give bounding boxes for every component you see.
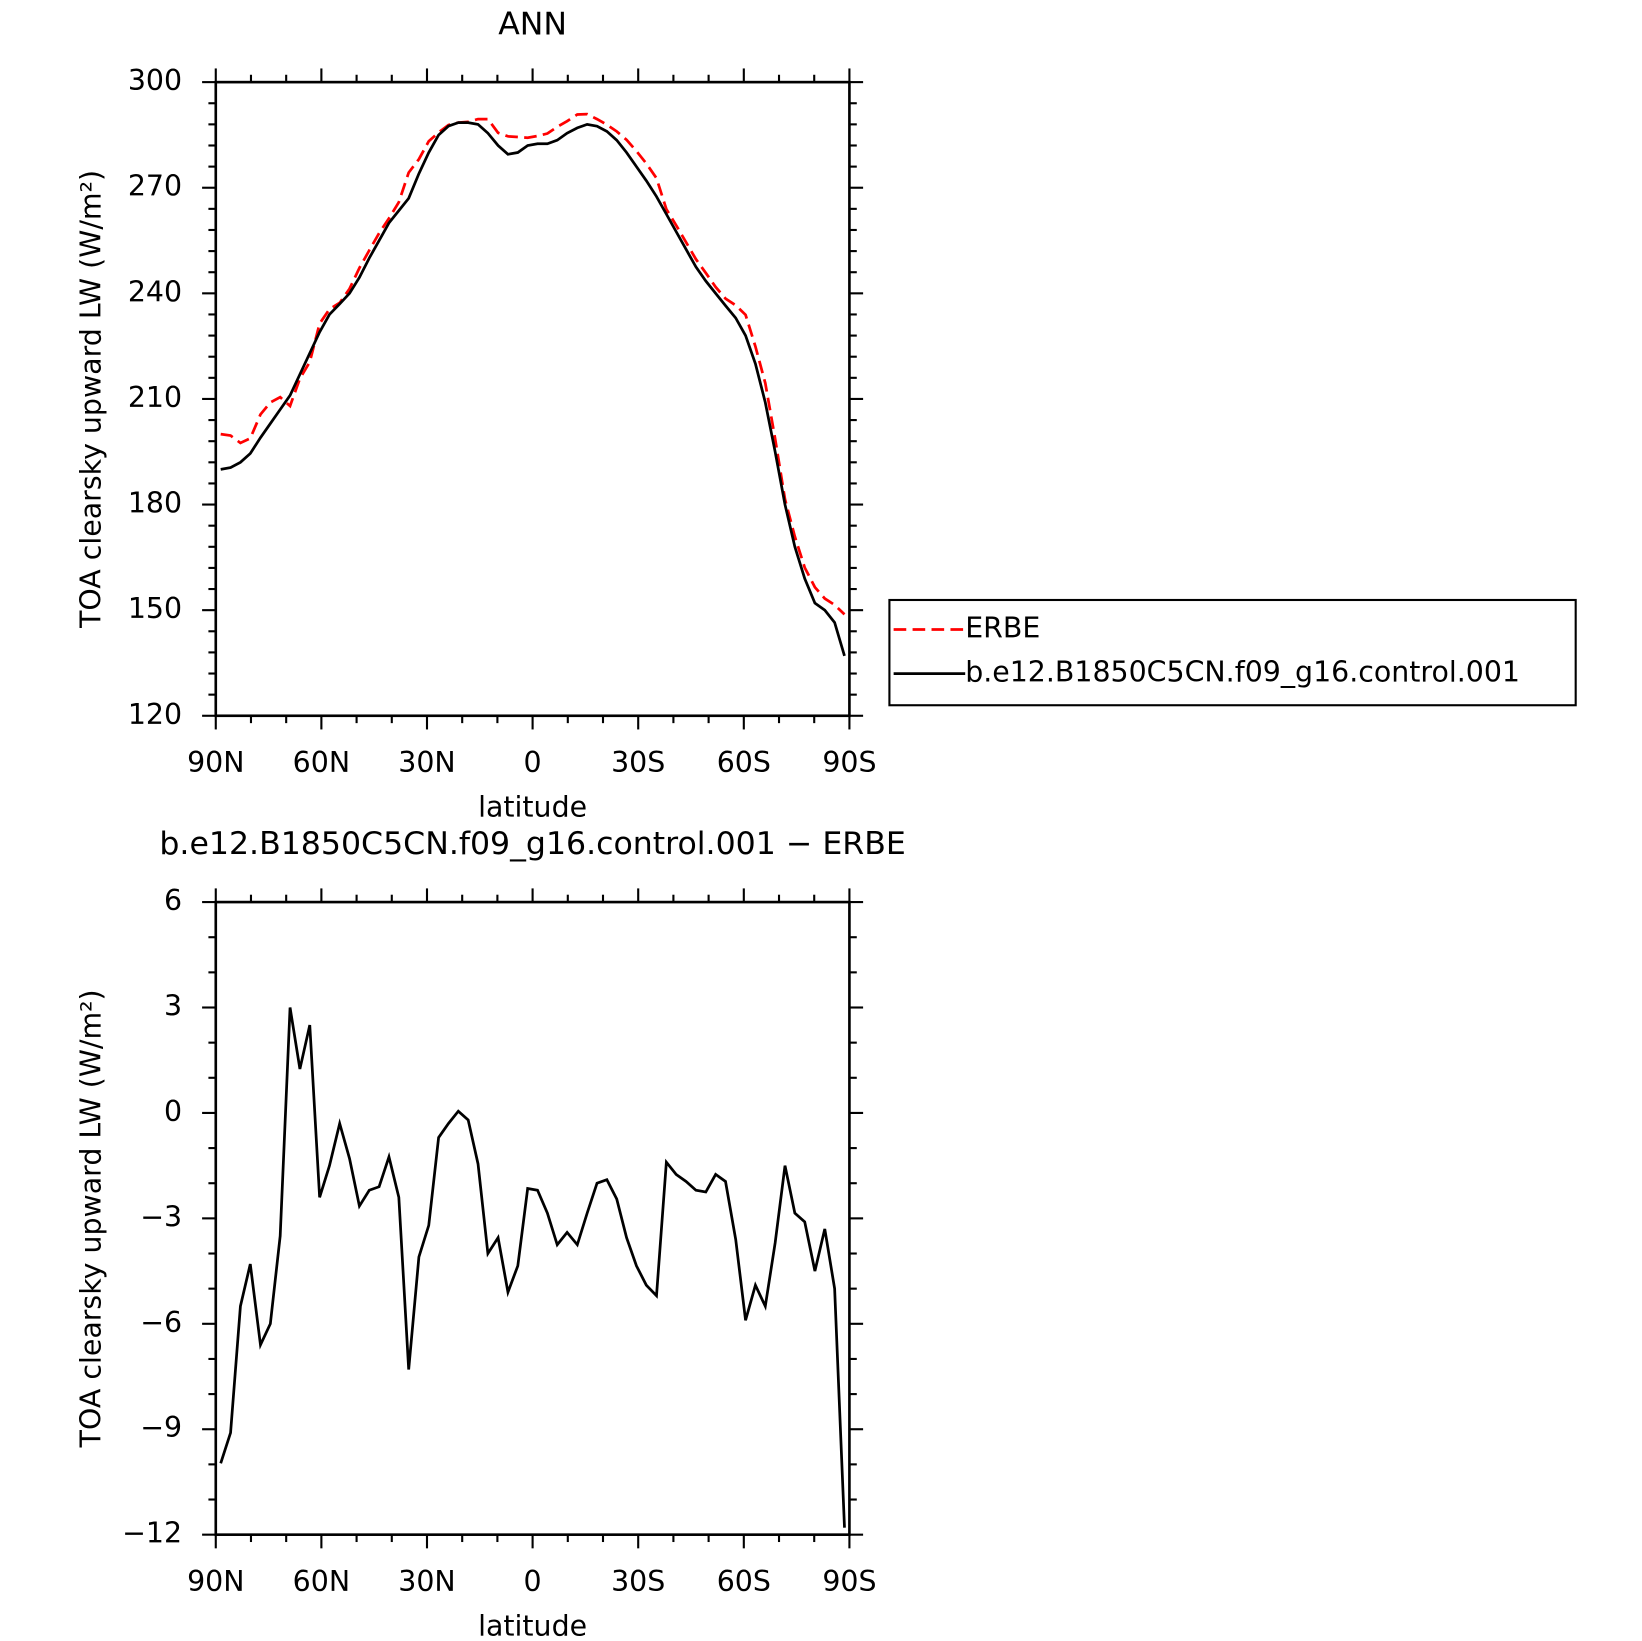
- y-tick-label: 270: [128, 170, 182, 203]
- x-tick-label: 60S: [717, 1565, 771, 1598]
- plot-frame: [214, 900, 851, 1536]
- x-tick-label: 60N: [293, 1565, 350, 1598]
- legend-label: b.e12.B1850C5CN.f09_g16.control.001: [965, 656, 1520, 689]
- y-tick-label: 240: [128, 275, 182, 308]
- x-tick-label: 90S: [822, 746, 876, 779]
- panel-title: b.e12.B1850C5CN.f09_g16.control.001 − ER…: [159, 826, 905, 862]
- y-tick-label: 150: [128, 592, 182, 625]
- x-tick-label: 90N: [187, 1565, 244, 1598]
- x-tick-label: 30N: [398, 1565, 455, 1598]
- x-tick-label: 90N: [187, 746, 244, 779]
- x-tick-label: 0: [524, 1565, 542, 1598]
- y-tick-label: 0: [164, 1095, 182, 1128]
- y-axis-label: TOA clearsky upward LW (W/m²): [75, 170, 108, 629]
- y-axis-label: TOA clearsky upward LW (W/m²): [75, 989, 108, 1448]
- x-tick-label: 60S: [717, 746, 771, 779]
- data-line: [220, 112, 846, 616]
- y-tick-label: −9: [140, 1411, 182, 1444]
- y-tick-label: 180: [128, 487, 182, 520]
- data-line: [220, 121, 846, 657]
- y-tick-label: −6: [140, 1306, 182, 1339]
- y-tick-label: −3: [140, 1200, 182, 1233]
- x-tick-label: 30S: [611, 1565, 665, 1598]
- y-tick-label: 3: [164, 990, 182, 1023]
- x-axis-label: latitude: [478, 1609, 587, 1641]
- y-tick-label: 6: [164, 884, 182, 917]
- data-line: [219, 1007, 846, 1528]
- x-axis-label: latitude: [478, 790, 587, 823]
- y-tick-label: 210: [128, 381, 182, 414]
- y-tick-label: −12: [122, 1517, 182, 1550]
- x-tick-label: 30N: [398, 746, 455, 779]
- x-tick-label: 60N: [293, 746, 350, 779]
- legend-label: ERBE: [965, 611, 1040, 644]
- panel-title: ANN: [498, 6, 567, 42]
- legend-box: [888, 598, 1577, 707]
- plot-frame: [214, 80, 851, 718]
- x-tick-label: 90S: [822, 1565, 876, 1598]
- x-tick-label: 0: [524, 746, 542, 779]
- y-tick-label: 120: [128, 698, 182, 731]
- y-tick-label: 300: [128, 64, 182, 97]
- x-tick-label: 30S: [611, 746, 665, 779]
